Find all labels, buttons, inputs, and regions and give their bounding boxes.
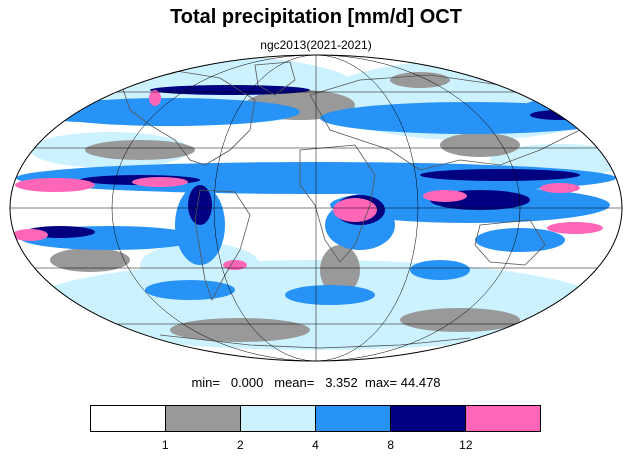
colorbar-box (391, 406, 466, 431)
colorbar-label: 2 (236, 438, 244, 452)
coast-eurasia (309, 74, 581, 171)
graticule (10, 55, 622, 361)
coast-antarctica (159, 334, 471, 349)
meridian-line (213, 55, 419, 361)
coast-africa (299, 144, 376, 263)
colorbar-label: 4 (312, 438, 319, 452)
colorbar-box (241, 406, 316, 431)
meridian-line (111, 55, 521, 361)
globe-outline (9, 54, 623, 362)
colorbar-label: 12 (459, 438, 473, 452)
min-label: min= (191, 375, 220, 390)
colorbar-label: 1 (161, 438, 169, 452)
coast-australia (474, 219, 546, 266)
colorbar-box (166, 406, 241, 431)
layer-extreme (12, 90, 603, 270)
colorbar (90, 405, 541, 432)
coast-south-america (194, 189, 251, 302)
page-title: Total precipitation [mm/d] OCT (170, 6, 462, 28)
colorbar-box (91, 406, 166, 431)
statistics-line: min= 0.000 mean= 3.352 max= 44.478 (0, 375, 632, 390)
colorbar-box (316, 406, 391, 431)
colorbar-label: 8 (387, 438, 394, 452)
max-label: max= (364, 375, 398, 390)
mean-value: 3.352 (325, 375, 358, 390)
min-value: 0.000 (230, 375, 264, 390)
mean-label: mean= (274, 375, 315, 390)
page-subtitle: ngc2013(2021-2021) (260, 38, 372, 52)
colorbar-box (466, 406, 540, 431)
max-value: 44.478 (400, 375, 441, 390)
